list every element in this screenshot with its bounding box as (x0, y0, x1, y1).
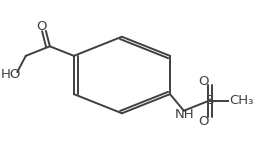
Text: HO: HO (1, 68, 21, 81)
Text: O: O (36, 20, 46, 33)
Text: O: O (198, 115, 209, 128)
Text: CH₃: CH₃ (229, 94, 253, 107)
Text: O: O (198, 75, 209, 88)
Text: S: S (205, 94, 214, 107)
Text: NH: NH (175, 108, 195, 121)
